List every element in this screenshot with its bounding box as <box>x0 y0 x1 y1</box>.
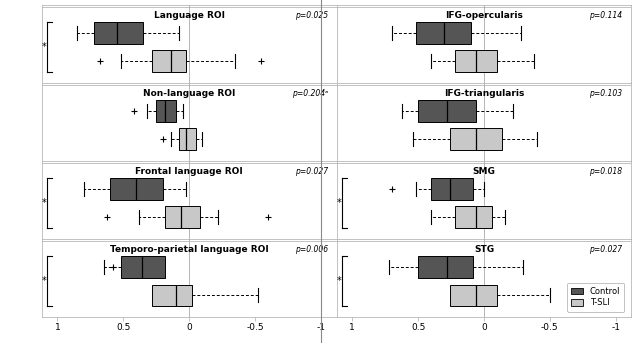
Text: IFG-triangularis: IFG-triangularis <box>444 88 524 98</box>
Bar <box>415 22 470 44</box>
Text: p=0.006: p=0.006 <box>295 245 328 254</box>
Bar <box>450 128 503 150</box>
Bar <box>94 22 143 44</box>
Text: STG: STG <box>474 245 494 254</box>
Bar <box>179 128 196 150</box>
Bar <box>152 284 192 306</box>
Text: p=0.018: p=0.018 <box>590 167 622 176</box>
Bar <box>418 100 476 122</box>
Text: SMG: SMG <box>472 167 495 176</box>
Bar <box>418 257 474 278</box>
Text: p=0.027: p=0.027 <box>590 245 622 254</box>
Text: *: * <box>337 198 341 208</box>
Bar <box>455 206 492 228</box>
Bar <box>156 100 176 122</box>
Bar <box>455 50 497 72</box>
Text: Language ROI: Language ROI <box>154 11 224 20</box>
Text: *: * <box>42 276 46 286</box>
Bar <box>165 206 199 228</box>
Text: IFG-opercularis: IFG-opercularis <box>445 11 523 20</box>
Text: p=0.027: p=0.027 <box>295 167 328 176</box>
Text: p=0.103: p=0.103 <box>590 88 622 98</box>
Bar <box>450 284 497 306</box>
Bar <box>431 178 474 200</box>
Text: Frontal language ROI: Frontal language ROI <box>135 167 243 176</box>
Text: *: * <box>42 42 46 52</box>
Bar <box>152 50 187 72</box>
Text: p=0.204ᵃ: p=0.204ᵃ <box>292 88 328 98</box>
Bar <box>121 257 165 278</box>
Legend: Control, T-SLI: Control, T-SLI <box>567 283 624 311</box>
Text: p=0.025: p=0.025 <box>295 11 328 20</box>
Text: Temporo-parietal language ROI: Temporo-parietal language ROI <box>110 245 269 254</box>
Bar <box>110 178 163 200</box>
Text: Non-language ROI: Non-language ROI <box>143 88 235 98</box>
Text: *: * <box>337 276 341 286</box>
Text: p=0.114: p=0.114 <box>590 11 622 20</box>
Text: *: * <box>42 198 46 208</box>
